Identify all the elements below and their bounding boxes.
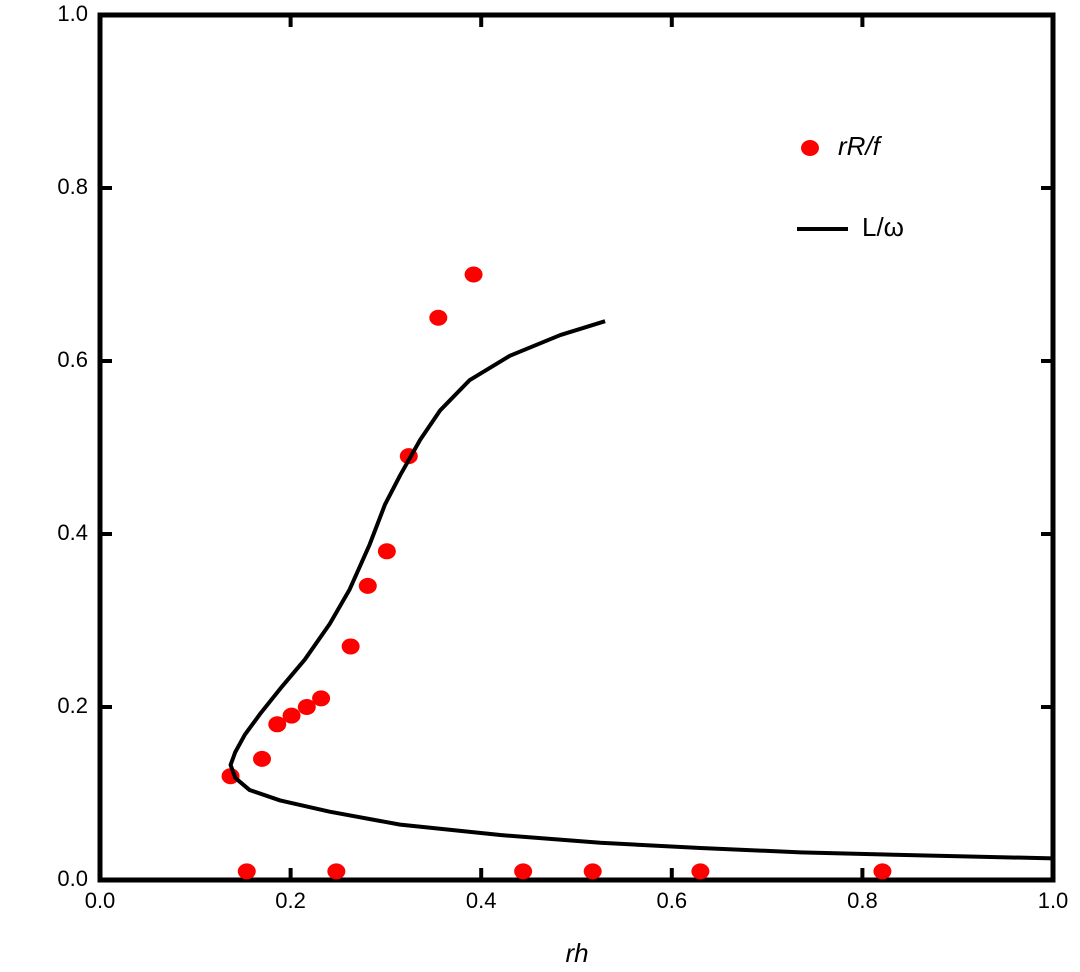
x-tick-label: 1.0	[1038, 888, 1069, 913]
scatter-point	[358, 577, 377, 594]
scatter-point	[377, 543, 396, 560]
y-tick-label: 0.8	[57, 174, 88, 199]
legend-marker	[801, 140, 819, 156]
scatter-point	[282, 707, 301, 724]
x-tick-label: 0.8	[847, 888, 878, 913]
scatter-point	[583, 863, 602, 880]
scatter-point	[691, 863, 710, 880]
scatter-point	[873, 863, 892, 880]
line-series	[228, 319, 1054, 861]
x-tick-label: 0.0	[85, 888, 116, 913]
y-tick-label: 0.6	[57, 347, 88, 372]
y-tick-label: 1.0	[57, 1, 88, 26]
scatter-point	[297, 699, 316, 715]
y-tick-label: 0.4	[57, 520, 88, 545]
y-tick-label: 0.0	[57, 866, 88, 891]
plot-frame	[97, 12, 1056, 883]
scatter-point	[429, 309, 448, 326]
scatter-point	[514, 863, 533, 880]
x-tick-label: 0.2	[275, 888, 306, 913]
scatter-point	[237, 863, 256, 880]
x-tick-label: 0.4	[466, 888, 497, 913]
legend-label: L/ω	[862, 212, 904, 242]
scatter-point	[341, 638, 360, 655]
scatter-point	[268, 716, 287, 733]
x-axis-label: rh	[565, 938, 588, 968]
x-tick-label: 0.6	[657, 888, 688, 913]
legend-label: rR/f	[838, 131, 883, 161]
y-tick-label: 0.2	[57, 693, 88, 718]
scatter-point	[464, 266, 483, 283]
scatter-point	[312, 690, 331, 707]
scatter-point	[253, 750, 272, 767]
scatter-point	[327, 863, 346, 880]
